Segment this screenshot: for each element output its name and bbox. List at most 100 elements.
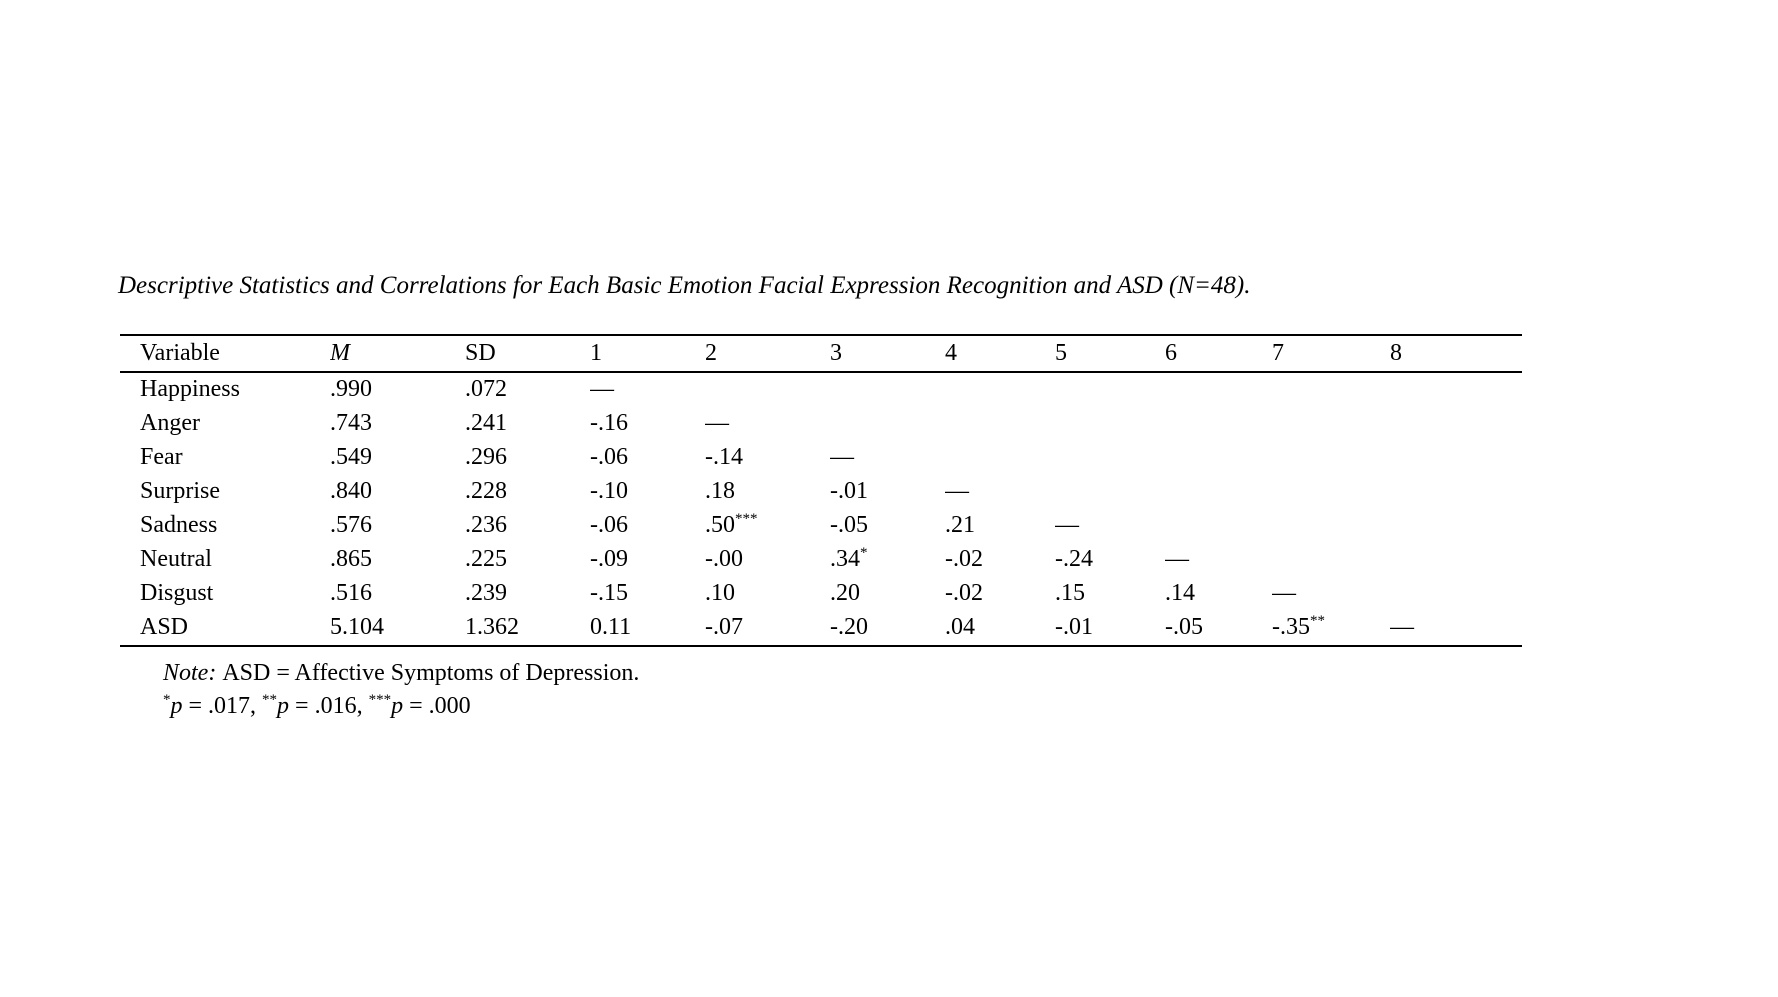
table-cell: -.20 bbox=[830, 614, 868, 640]
column-header: 3 bbox=[830, 335, 945, 373]
table-cell: — bbox=[1055, 512, 1079, 538]
table-cell: -.09 bbox=[590, 546, 628, 572]
column-header: 4 bbox=[945, 335, 1055, 373]
table-row: Happiness .990 .072 — bbox=[120, 372, 1522, 407]
table-cell: -.00 bbox=[705, 546, 743, 572]
table-row: Surprise .840 .228 -.10 .18 -.01 — bbox=[120, 475, 1522, 509]
table-cell: -.07 bbox=[705, 614, 743, 640]
table-cell bbox=[1272, 441, 1390, 475]
table-cell bbox=[1055, 441, 1165, 475]
table-cell: -.16 bbox=[590, 410, 628, 436]
table-title: Descriptive Statistics and Correlations … bbox=[118, 272, 1251, 299]
table-cell bbox=[1272, 407, 1390, 441]
table-cell: .516 bbox=[330, 580, 372, 606]
table-cell: .549 bbox=[330, 444, 372, 470]
significance-value: = .016, bbox=[289, 693, 369, 719]
table-cell: -.06 bbox=[590, 444, 628, 470]
table-cell: — bbox=[830, 444, 854, 470]
table-cell: .10 bbox=[705, 580, 735, 606]
column-header: 7 bbox=[1272, 335, 1390, 373]
significance-value: = .000 bbox=[403, 693, 471, 719]
table-cell: .228 bbox=[465, 478, 507, 504]
table-cell bbox=[1390, 577, 1522, 611]
table-cell bbox=[1390, 372, 1522, 407]
table-cell: .236 bbox=[465, 512, 507, 538]
table-cell: .14 bbox=[1165, 580, 1195, 606]
table-cell bbox=[830, 407, 945, 441]
table-row: Disgust .516 .239 -.15 .10 .20 -.02 .15 .14 — bbox=[120, 577, 1522, 611]
table-cell bbox=[945, 407, 1055, 441]
table-cell bbox=[830, 372, 945, 407]
table-cell: — bbox=[705, 410, 729, 436]
table-cell: 0.11 bbox=[590, 614, 632, 640]
table-cell: .296 bbox=[465, 444, 507, 470]
table-cell bbox=[1165, 475, 1272, 509]
table-cell: -.10 bbox=[590, 478, 628, 504]
table-cell: -.05 bbox=[830, 512, 868, 538]
table-cell: .225 bbox=[465, 546, 507, 572]
table-cell bbox=[1390, 509, 1522, 543]
table-cell bbox=[1272, 509, 1390, 543]
table-cell: -.15 bbox=[590, 580, 628, 606]
table-row: ASD 5.104 1.362 0.11 -.07 -.20 .04 -.01 -.05 -.35… bbox=[120, 611, 1522, 646]
table-cell: — bbox=[945, 478, 969, 504]
table-note: Note: ASD = Affective Symptoms of Depress… bbox=[163, 660, 639, 687]
table-cell: .865 bbox=[330, 546, 372, 572]
table-cell: .50*** bbox=[705, 511, 758, 539]
table-cell bbox=[1272, 475, 1390, 509]
table-cell: -.01 bbox=[830, 478, 868, 504]
row-variable-label: Anger bbox=[140, 410, 200, 436]
table-cell: -.05 bbox=[1165, 614, 1203, 640]
note-text: ASD = Affective Symptoms of Depression. bbox=[222, 660, 640, 686]
table-cell: .576 bbox=[330, 512, 372, 538]
table-cell: -.14 bbox=[705, 444, 743, 470]
table-cell: -.06 bbox=[590, 512, 628, 538]
column-header: 2 bbox=[705, 335, 830, 373]
table-cell: .21 bbox=[945, 512, 975, 538]
significance-stars: *** bbox=[368, 692, 392, 708]
table-cell bbox=[1390, 475, 1522, 509]
column-header: 5 bbox=[1055, 335, 1165, 373]
p-symbol: p bbox=[277, 693, 290, 719]
row-variable-label: Sadness bbox=[140, 512, 218, 538]
significance-value: = .017, bbox=[182, 693, 263, 719]
row-variable-label: Disgust bbox=[140, 580, 214, 606]
row-variable-label: ASD bbox=[140, 614, 189, 640]
table-cell bbox=[1390, 407, 1522, 441]
significance-stars: * bbox=[163, 692, 171, 708]
table-cell bbox=[1165, 407, 1272, 441]
table-cell bbox=[945, 372, 1055, 407]
table-cell bbox=[705, 372, 830, 407]
table-cell bbox=[1272, 543, 1390, 577]
table-cell: -.01 bbox=[1055, 614, 1093, 640]
table-row: Anger .743 .241 -.16 — bbox=[120, 407, 1522, 441]
table-cell: 1.362 bbox=[465, 614, 519, 640]
table-cell bbox=[1390, 543, 1522, 577]
column-header: Variable bbox=[120, 335, 330, 373]
table-cell: -.02 bbox=[945, 580, 983, 606]
table-cell: 5.104 bbox=[330, 614, 384, 640]
table-cell: .990 bbox=[330, 376, 372, 402]
table-cell: .072 bbox=[465, 376, 507, 402]
table-cell bbox=[1055, 475, 1165, 509]
column-header: M bbox=[330, 335, 465, 373]
table-cell: .840 bbox=[330, 478, 372, 504]
table-cell bbox=[1272, 372, 1390, 407]
table-cell: .743 bbox=[330, 410, 372, 436]
table-cell: -.24 bbox=[1055, 546, 1093, 572]
column-header: 1 bbox=[590, 335, 705, 373]
note-label: Note: bbox=[163, 660, 217, 686]
column-header: 8 bbox=[1390, 335, 1522, 373]
table-cell: — bbox=[1272, 580, 1296, 606]
table-cell: — bbox=[1165, 546, 1189, 572]
significance-note: *p = .017, **p = .016, ***p = .000 bbox=[163, 693, 471, 720]
table-cell: .241 bbox=[465, 410, 507, 436]
table-cell: -.35** bbox=[1272, 613, 1325, 641]
row-variable-label: Neutral bbox=[140, 546, 212, 572]
row-variable-label: Happiness bbox=[140, 376, 240, 402]
table-cell: — bbox=[1390, 614, 1414, 640]
significance-stars: ** bbox=[262, 692, 278, 708]
table-cell bbox=[1165, 372, 1272, 407]
column-header: SD bbox=[465, 335, 590, 373]
